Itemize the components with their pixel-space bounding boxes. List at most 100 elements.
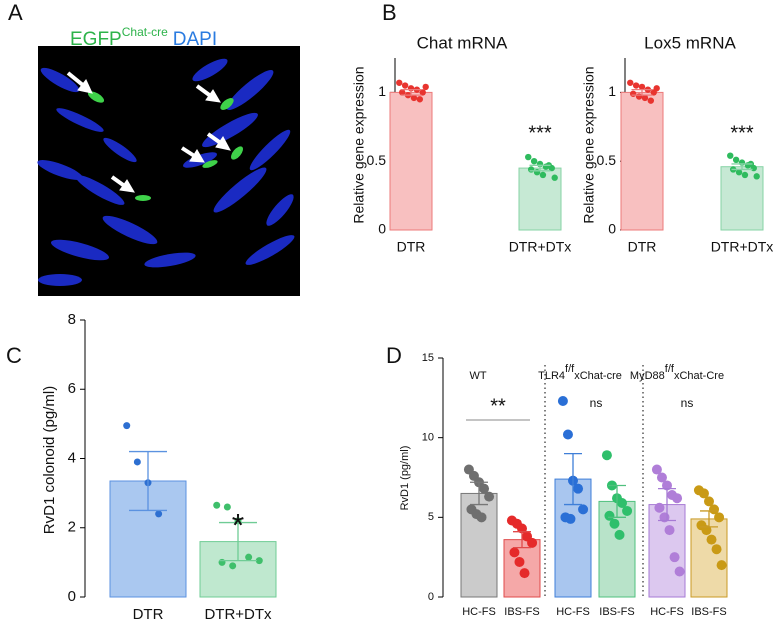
data-point [213, 501, 221, 509]
annotation: *** [528, 122, 552, 144]
data-point [422, 83, 429, 91]
data-point [245, 553, 253, 561]
annotation: ns [590, 396, 603, 410]
error-bar [470, 481, 488, 506]
bar [389, 91, 433, 231]
image-legend: EGFPChat-cre DAPI [70, 25, 217, 50]
panel-label: D [386, 343, 402, 368]
data-point [741, 171, 749, 179]
bar [518, 167, 562, 231]
data-point [123, 422, 131, 430]
error-bar [529, 164, 551, 172]
data-point [651, 464, 662, 475]
x-tick-label: HC-FS [556, 606, 590, 618]
data-point [517, 523, 527, 534]
y-tick-label: 0.5 [367, 152, 387, 168]
data-point [539, 171, 547, 179]
group-name: WT [469, 370, 486, 382]
data-point [698, 488, 709, 499]
data-point [155, 510, 163, 518]
data-point [229, 562, 237, 570]
group-label: MyD88f/fxChat-Cre [630, 363, 724, 382]
y-tick-label: 1 [608, 83, 616, 99]
data-point [525, 153, 532, 161]
error-bar [219, 521, 257, 562]
x-tick-label: DTR [133, 606, 164, 623]
y-axis-label: RvD1 (pg/ml) [399, 446, 411, 511]
panel-label: A [8, 0, 23, 25]
data-point [551, 174, 558, 181]
x-tick-label: HC-FS [650, 606, 684, 618]
data-point [614, 529, 625, 540]
egfp-sup: Chat-cre [122, 25, 168, 39]
data-point [530, 158, 538, 165]
data-point [509, 547, 520, 558]
x-tick-label: DTR [628, 239, 657, 255]
annotation: ns [681, 396, 694, 410]
data-point [601, 450, 612, 461]
data-point [218, 558, 226, 566]
data-point [641, 94, 649, 102]
data-point [716, 560, 727, 571]
data-point [672, 493, 683, 504]
data-point [223, 503, 231, 511]
data-point [519, 568, 530, 579]
error-bar [400, 88, 422, 96]
y-tick-label: 4 [68, 449, 76, 466]
error-bar [700, 510, 718, 528]
y-tick-label: 10 [422, 432, 434, 444]
panel-label: B [382, 0, 397, 25]
data-point [654, 502, 665, 513]
y-tick-label: 0 [68, 588, 76, 605]
data-point [476, 512, 487, 523]
data-point [622, 505, 633, 516]
data-point [674, 566, 685, 577]
bar [460, 492, 498, 598]
data-point [653, 85, 660, 92]
data-point [701, 525, 712, 536]
data-point [656, 472, 667, 483]
group-label: TLR4f/fxChat-cre [538, 363, 622, 382]
bar [620, 91, 664, 231]
data-point [627, 79, 634, 86]
data-point [753, 173, 760, 180]
error-bar [129, 450, 167, 512]
x-tick-label: HC-FS [462, 606, 496, 618]
data-point [533, 169, 541, 176]
chart-title: Chat mRNA [417, 33, 508, 52]
data-point [410, 94, 418, 102]
x-tick-label: DTR+DTx [711, 239, 774, 255]
x-tick-label: DTR+DTx [509, 239, 572, 255]
error-bar [564, 452, 582, 506]
y-tick-label: 0 [428, 591, 434, 603]
data-point [609, 518, 620, 529]
error-bar [631, 88, 653, 96]
y-tick-label: 5 [428, 511, 434, 523]
data-point [647, 97, 655, 104]
data-point [133, 458, 141, 466]
data-point [711, 544, 722, 555]
y-axis-label: Relative gene expression [581, 66, 597, 223]
egfp-label: EGFP [70, 29, 122, 50]
y-axis-label: RvD1 colonoid (pg/ml) [41, 386, 58, 534]
data-point [514, 556, 525, 567]
data-point [635, 93, 643, 100]
data-point [669, 552, 680, 563]
error-bar [513, 531, 531, 549]
data-point [557, 396, 568, 407]
data-point [714, 512, 725, 523]
y-tick-label: 8 [68, 311, 76, 328]
data-point [255, 557, 263, 565]
group-suffix: xChat-Cre [674, 370, 724, 382]
data-point [416, 96, 424, 103]
error-bar [731, 163, 753, 171]
y-axis-label: Relative gene expression [351, 66, 367, 223]
data-point [632, 82, 640, 89]
data-point [629, 90, 637, 97]
x-tick-label: IBS-FS [691, 606, 726, 618]
data-point [604, 510, 615, 521]
y-tick-label: 15 [422, 352, 434, 364]
data-point [398, 89, 406, 96]
y-tick-label: 0.5 [597, 152, 617, 168]
error-bar [658, 488, 676, 522]
